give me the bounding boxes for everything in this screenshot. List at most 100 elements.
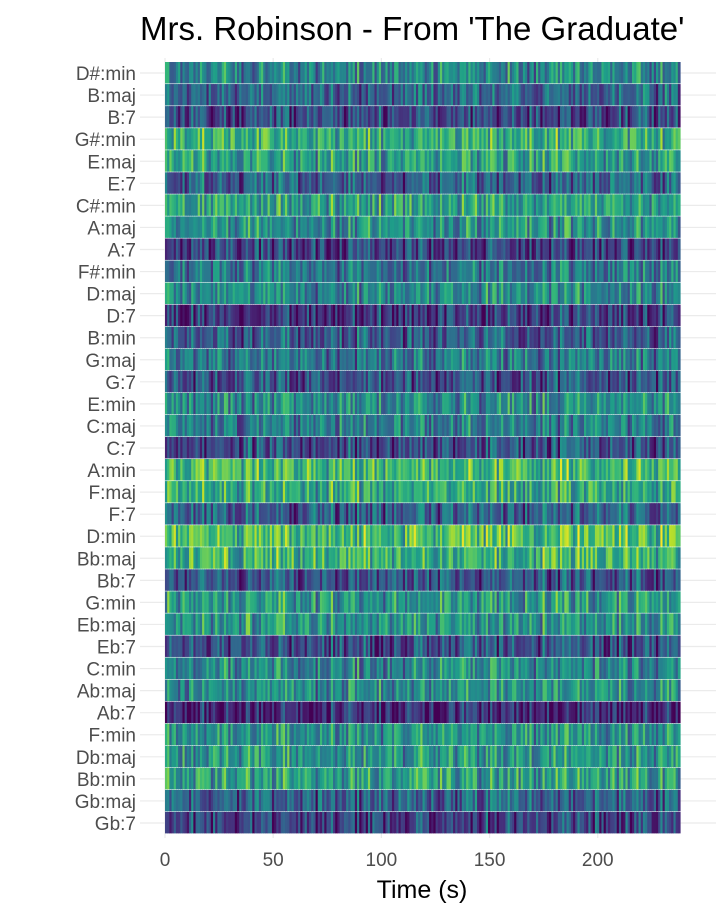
heatmap-cell	[243, 459, 247, 481]
heatmap-cell	[269, 392, 273, 415]
heatmap-cell	[553, 370, 557, 393]
heatmap-cell	[597, 282, 600, 305]
heatmap-cell	[559, 459, 563, 481]
heatmap-cell	[215, 392, 218, 415]
heatmap-cell	[402, 459, 406, 481]
heatmap-cell	[592, 216, 596, 238]
heatmap-cell	[518, 436, 522, 459]
heatmap-cell	[184, 194, 188, 216]
heatmap-cell	[490, 459, 493, 481]
heatmap-cell	[481, 282, 485, 305]
heatmap-cell	[535, 414, 539, 437]
heatmap-cell	[304, 260, 308, 282]
heatmap-cell	[210, 194, 214, 216]
heatmap-cell	[535, 128, 539, 150]
heatmap-cell	[313, 370, 317, 393]
heatmap-cell	[634, 216, 637, 238]
heatmap-cell	[234, 216, 238, 238]
heatmap-cell	[324, 62, 328, 84]
heatmap-cell	[583, 481, 587, 503]
heatmap-cell	[348, 260, 352, 282]
heatmap-cell	[601, 392, 605, 415]
heatmap-cell	[413, 260, 417, 282]
heatmap-cell	[666, 194, 670, 216]
heatmap-cell	[370, 238, 373, 260]
heatmap-cell	[455, 150, 459, 172]
heatmap-cell	[165, 436, 168, 459]
heatmap-row	[165, 348, 681, 371]
heatmap-cell	[431, 304, 435, 327]
heatmap-cell	[645, 370, 648, 393]
heatmap-cell	[285, 282, 288, 305]
heatmap-cell	[612, 459, 616, 481]
heatmap-cell	[169, 282, 173, 305]
heatmap-cell	[376, 84, 380, 106]
heatmap-cell	[424, 216, 428, 238]
heatmap-cell	[466, 62, 469, 84]
heatmap-cell	[566, 238, 570, 260]
heatmap-cell	[326, 503, 330, 525]
heatmap-cell	[422, 282, 426, 305]
heatmap-cell	[415, 194, 419, 216]
heatmap-cell	[481, 348, 485, 371]
heatmap-cell	[302, 326, 306, 349]
heatmap-cell	[365, 150, 369, 172]
heatmap-cell	[298, 194, 301, 216]
heatmap-cell	[607, 392, 611, 415]
heatmap-cell	[280, 481, 284, 503]
heatmap-cell	[557, 392, 561, 415]
heatmap-cell	[616, 392, 620, 415]
heatmap-cell	[542, 304, 546, 327]
heatmap-cell	[566, 172, 570, 194]
heatmap-cell	[359, 150, 362, 172]
heatmap-cell	[636, 282, 640, 305]
heatmap-cell	[653, 84, 657, 106]
heatmap-cell	[215, 194, 218, 216]
heatmap-cell	[481, 370, 485, 393]
heatmap-cell	[610, 84, 613, 106]
heatmap-cell	[295, 370, 299, 393]
heatmap-cell	[651, 216, 655, 238]
heatmap-cell	[551, 459, 555, 481]
heatmap-cell	[252, 304, 256, 327]
heatmap-cell	[271, 238, 275, 260]
heatmap-cell	[333, 260, 336, 282]
heatmap-cell	[662, 260, 666, 282]
heatmap-cell	[330, 326, 334, 349]
heatmap-cell	[527, 414, 531, 437]
heatmap-cell	[189, 459, 192, 481]
heatmap-cell	[226, 348, 229, 371]
heatmap-cell	[217, 436, 221, 459]
heatmap-row	[165, 459, 681, 481]
heatmap-cell	[546, 392, 550, 415]
heatmap-cell	[350, 194, 354, 216]
heatmap-cell	[189, 62, 192, 84]
heatmap-cell	[463, 84, 467, 106]
heatmap-cell	[439, 503, 443, 525]
heatmap-cell	[501, 392, 504, 415]
heatmap-cell	[625, 216, 629, 238]
heatmap-cell	[210, 392, 214, 415]
heatmap-cell	[247, 370, 251, 393]
heatmap-cell	[267, 414, 271, 437]
heatmap-cell	[575, 62, 579, 84]
heatmap-cell	[186, 348, 190, 371]
heatmap-cell	[501, 128, 504, 150]
heatmap-cell	[263, 238, 266, 260]
heatmap-cell	[381, 128, 384, 150]
heatmap-cell	[405, 172, 408, 194]
heatmap-cell	[631, 260, 635, 282]
heatmap-cell	[254, 150, 258, 172]
heatmap-cell	[477, 436, 480, 459]
heatmap-cell	[614, 260, 618, 282]
heatmap-cell	[483, 414, 487, 437]
heatmap-cell	[256, 150, 260, 172]
heatmap-cell	[217, 62, 221, 84]
heatmap-cell	[516, 326, 520, 349]
heatmap-cell	[439, 106, 443, 128]
heatmap-cell	[522, 436, 526, 459]
heatmap-cell	[494, 128, 498, 150]
heatmap-cell	[228, 436, 232, 459]
heatmap-cell	[621, 392, 624, 415]
heatmap-cell	[588, 348, 592, 371]
